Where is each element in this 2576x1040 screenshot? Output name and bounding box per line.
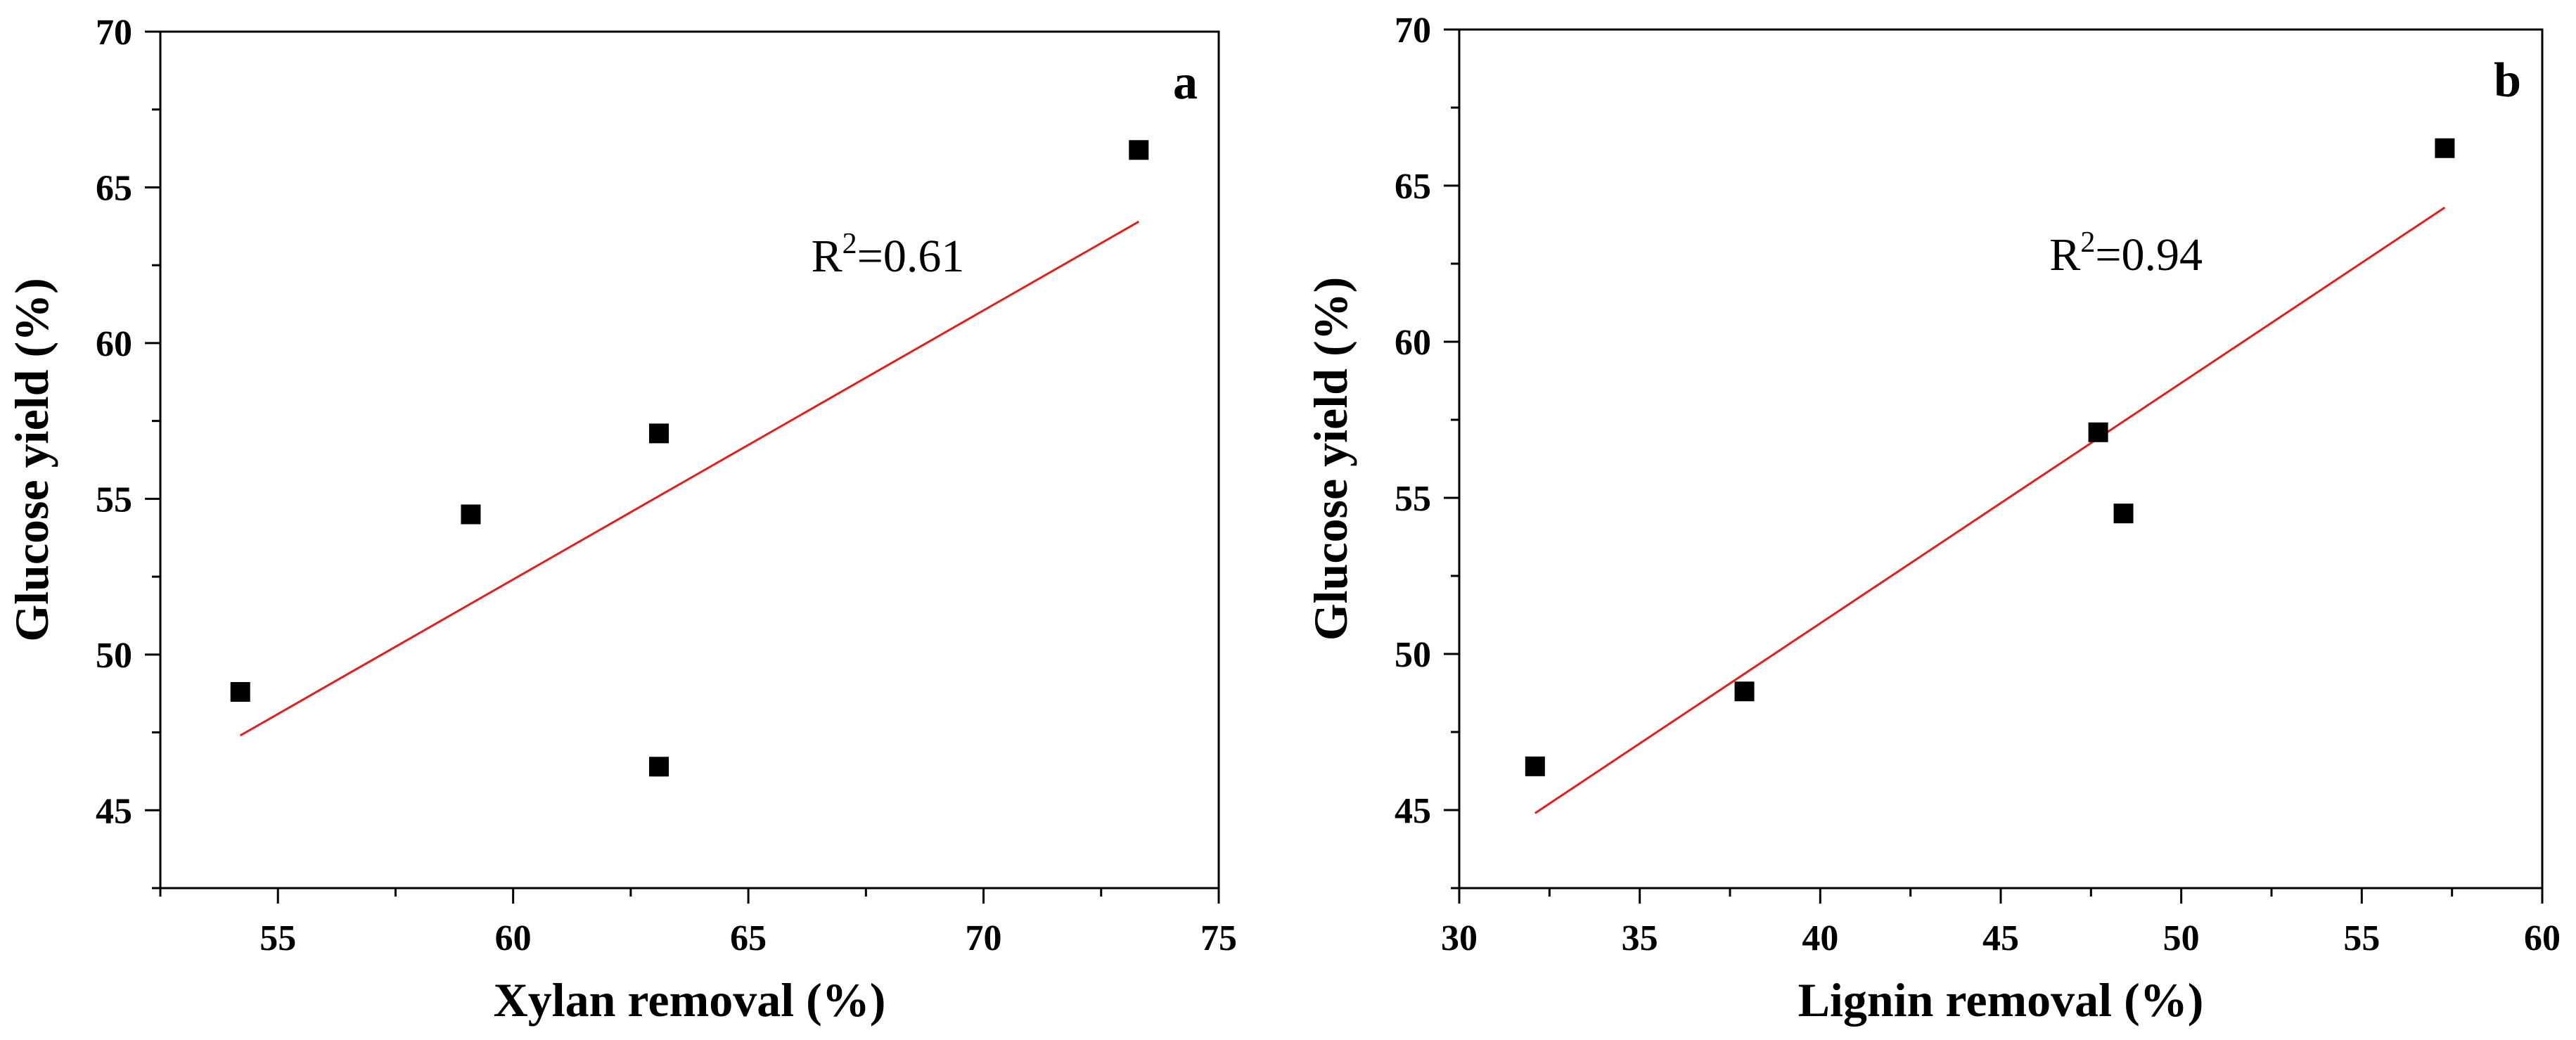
r-squared-annotation: R2=0.61 [812,228,965,282]
data-point [230,681,250,702]
x-tick-label: 70 [966,918,1002,958]
panel-label: a [1173,56,1198,110]
r-squared-base: R [812,231,842,282]
x-tick-label: 60 [495,918,532,958]
y-tick-label: 45 [96,791,132,831]
r-squared-base: R [2049,229,2080,281]
r-squared-annotation: R2=0.94 [2049,226,2203,281]
r-squared-superscript: 2 [842,228,857,260]
y-tick-label: 70 [96,13,132,53]
x-axis-title: Xylan removal (%) [494,973,886,1027]
fit-line [1534,206,2446,814]
x-tick-label: 50 [2163,918,2200,958]
y-tick-label: 60 [1395,323,1431,363]
x-axis-title: Lignin removal (%) [1798,973,2204,1027]
fit-line [239,220,1140,737]
data-point [1525,756,1545,776]
plot-frame [159,30,1220,890]
x-tick-label: 55 [2343,918,2380,958]
y-tick-label: 65 [96,168,132,208]
y-tick-label: 55 [96,480,132,520]
data-point [1734,681,1755,702]
y-tick-label: 45 [1395,791,1431,831]
data-point [461,504,481,525]
y-tick-label: 55 [1395,479,1431,519]
y-axis-title: Glucose yield (%) [1304,277,1357,641]
panel-b: 30 35 40 45 50 55 60 45 50 55 60 65 70 Lignin removal… [1304,11,2561,1027]
r-squared-value: =0.94 [2095,229,2203,281]
r-squared-value: =0.61 [857,231,965,282]
y-tick-label: 70 [1395,11,1431,51]
y-tick-label: 50 [1395,635,1431,675]
panel-label: b [2494,53,2521,108]
y-axis-title: Glucose yield (%) [5,278,58,642]
x-tick-label: 45 [1982,918,2019,958]
y-tick-label: 50 [96,636,132,676]
data-point [649,757,669,777]
r-squared-superscript: 2 [2080,226,2095,259]
x-tick-label: 55 [259,918,296,958]
data-point [2113,503,2134,524]
data-point [1129,140,1149,160]
x-tick-label: 75 [1200,918,1237,958]
data-point [2435,138,2455,158]
x-tick-label: 30 [1441,918,1478,958]
y-tick-label: 60 [96,324,132,364]
panel-a: 55 60 65 70 75 45 50 55 60 65 70 Xylan removal (%) G… [5,13,1237,1027]
x-tick-label: 35 [1622,918,1658,958]
plot-frame [1458,28,2544,890]
x-tick-label: 40 [1802,918,1838,958]
data-point [2088,422,2108,442]
x-tick-label: 60 [2524,918,2561,958]
x-tick-label: 65 [730,918,767,958]
y-tick-label: 65 [1395,167,1431,207]
data-point [649,423,669,444]
